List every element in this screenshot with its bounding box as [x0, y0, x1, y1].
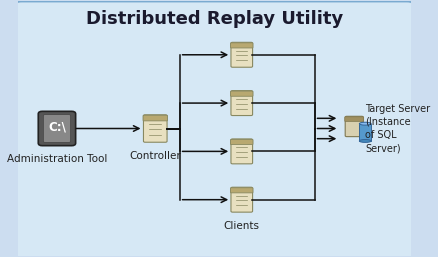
FancyBboxPatch shape	[231, 187, 253, 212]
FancyBboxPatch shape	[345, 117, 364, 122]
FancyBboxPatch shape	[43, 115, 71, 142]
FancyBboxPatch shape	[144, 115, 167, 142]
Text: C:\: C:\	[48, 121, 66, 134]
Text: Target Server
(Instance
of SQL
Server): Target Server (Instance of SQL Server)	[365, 104, 431, 153]
Ellipse shape	[359, 122, 371, 125]
FancyBboxPatch shape	[38, 111, 76, 146]
Text: Administration Tool: Administration Tool	[7, 154, 107, 164]
Text: Distributed Replay Utility: Distributed Replay Utility	[85, 10, 343, 28]
FancyBboxPatch shape	[231, 139, 253, 164]
Text: Controller: Controller	[129, 151, 181, 161]
FancyBboxPatch shape	[231, 42, 253, 67]
FancyBboxPatch shape	[143, 115, 167, 121]
FancyBboxPatch shape	[230, 43, 253, 48]
FancyBboxPatch shape	[230, 140, 253, 145]
FancyBboxPatch shape	[14, 1, 415, 257]
Text: Clients: Clients	[224, 221, 260, 231]
Bar	[359, 124, 371, 141]
Ellipse shape	[359, 140, 371, 142]
FancyBboxPatch shape	[230, 91, 253, 96]
FancyBboxPatch shape	[230, 188, 253, 193]
FancyBboxPatch shape	[231, 91, 253, 116]
FancyBboxPatch shape	[345, 116, 363, 137]
